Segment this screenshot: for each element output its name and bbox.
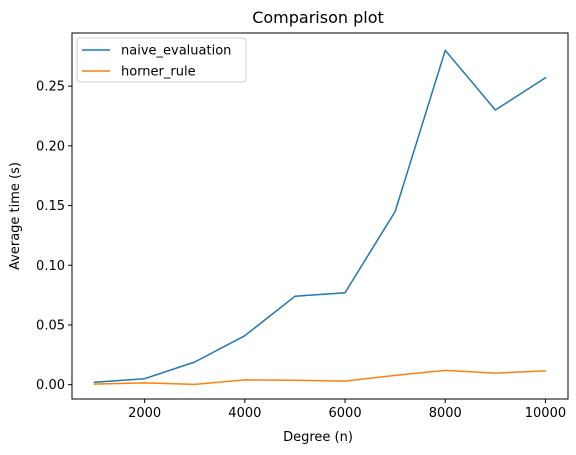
y-tick-label: 0.20 — [36, 139, 65, 154]
legend-label: naive_evaluation — [121, 44, 231, 59]
y-tick-label: 0.05 — [36, 318, 65, 333]
legend-label: horner_rule — [121, 65, 196, 80]
y-tick-label: 0.25 — [36, 80, 65, 95]
y-tick-label: 0.15 — [36, 199, 65, 214]
x-tick-label: 6000 — [329, 406, 362, 421]
y-axis-label: Average time (s) — [8, 162, 23, 270]
legend-box — [76, 37, 247, 83]
x-axis-label: Degree (n) — [283, 430, 353, 445]
legend: naive_evaluation horner_rule — [76, 37, 247, 83]
plot-area — [71, 32, 569, 400]
series-layer — [93, 49, 547, 386]
x-tick-label: 8000 — [429, 406, 462, 421]
chart-title: Comparison plot — [252, 8, 384, 27]
x-tick-label: 10000 — [525, 406, 566, 421]
plot-frame — [71, 32, 569, 400]
series-line-horner-rule — [93, 369, 547, 386]
y-axis-ticks: 0.00 0.05 0.10 0.15 0.20 0.25 — [36, 80, 72, 393]
y-tick-label: 0.00 — [36, 378, 65, 393]
legend-items: naive_evaluation horner_rule — [82, 44, 231, 80]
x-tick-label: 4000 — [228, 406, 261, 421]
y-tick-label: 0.10 — [36, 259, 65, 274]
x-axis-ticks: 2000 4000 6000 8000 10000 — [128, 399, 566, 421]
series-line-naive-evaluation — [93, 49, 547, 384]
x-tick-label: 2000 — [128, 406, 161, 421]
